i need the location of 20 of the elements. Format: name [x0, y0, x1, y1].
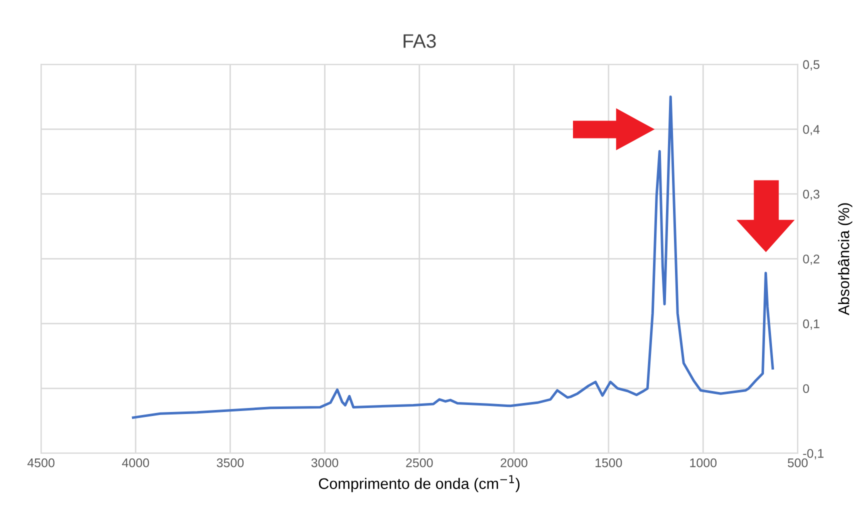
x-tick-label: 2000 — [500, 458, 528, 468]
y-tick-label: 0,3 — [803, 190, 820, 200]
y-tick-label: 0,4 — [803, 124, 820, 136]
y-tick-label: -0,1 — [803, 449, 824, 460]
y-tick-label: 0 — [803, 384, 810, 394]
line-series — [132, 96, 774, 419]
x-tick-label: 1000 — [690, 458, 717, 468]
y-axis-title: Absorbância (%) — [838, 203, 852, 316]
y-tick-label: 0,5 — [803, 60, 820, 71]
x-tick-label: 4500 — [27, 458, 54, 468]
x-tick-label: 3500 — [216, 458, 244, 468]
x-axis-title: Comprimento de onda (cm$^{−1}$) — [318, 475, 520, 492]
y-tick-label: 0,1 — [803, 319, 820, 330]
y-tick-label: 0,2 — [803, 254, 820, 265]
x-tick-label: 4000 — [122, 458, 150, 468]
x-tick-label: 500 — [788, 458, 808, 468]
chart-title: FA3 — [404, 34, 436, 48]
x-tick-label: 1500 — [596, 458, 622, 468]
x-tick-label: 3000 — [311, 458, 338, 468]
x-tick-label: 2500 — [406, 458, 433, 468]
